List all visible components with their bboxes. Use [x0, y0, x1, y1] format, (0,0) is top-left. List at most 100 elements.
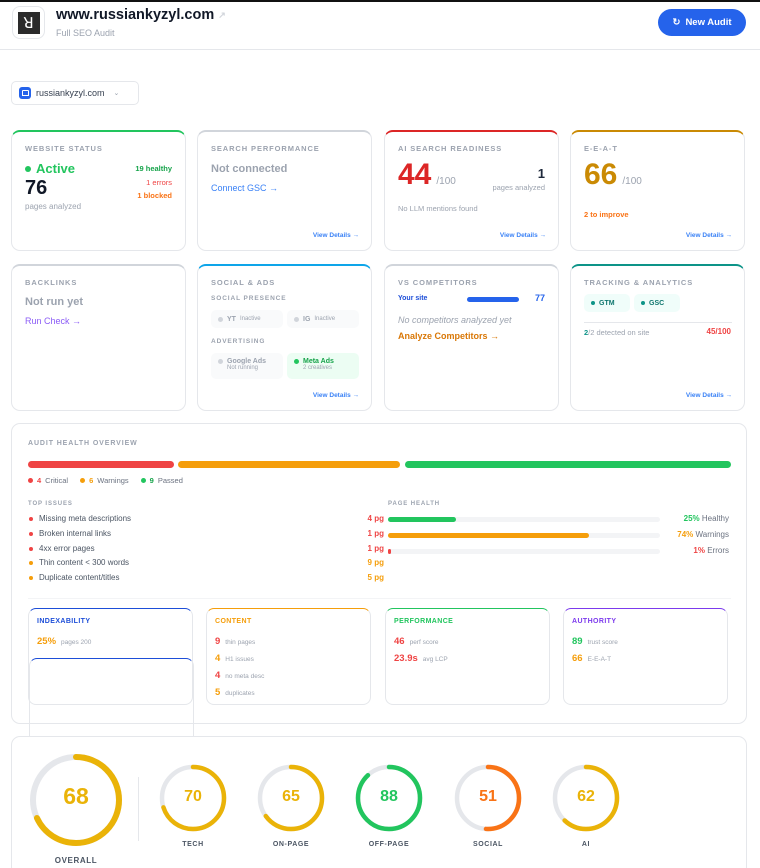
- gtm-tag-pill[interactable]: GTM: [584, 294, 630, 312]
- view-details-link[interactable]: View Details →: [499, 232, 546, 239]
- issue-row[interactable]: Duplicate content/titles 5 pg: [29, 573, 384, 582]
- divider: [28, 598, 731, 599]
- issue-row[interactable]: 4xx error pages 1 pg: [29, 544, 384, 553]
- social-presence-heading: SOCIAL PRESENCE: [211, 295, 287, 302]
- indexability-card[interactable]: INDEXABILITY 25% pages 200: [28, 608, 193, 705]
- stat-row: 89 trust score: [572, 636, 618, 647]
- critical-dot-icon: [28, 478, 33, 483]
- tech-score-gauge[interactable]: 70 TECH: [159, 764, 227, 848]
- site-title: www.russiankyzyl.com: [56, 7, 215, 23]
- overall-score-gauge[interactable]: 68 OVERALL: [28, 752, 124, 865]
- top-issues-title: TOP ISSUES: [28, 501, 73, 507]
- errors-count: 1 errors: [146, 178, 172, 187]
- run-check-link[interactable]: Run Check →: [25, 316, 82, 326]
- detected-dot-icon: [641, 301, 645, 305]
- issue-row[interactable]: Broken internal links 1 pg: [29, 529, 384, 538]
- performance-card[interactable]: PERFORMANCE 46 perf score 23.9s avg LCP: [385, 608, 550, 705]
- subcard-title: INDEXABILITY: [37, 618, 91, 625]
- pages-count: 76: [25, 177, 48, 199]
- panel-title: AUDIT HEALTH OVERVIEW: [28, 440, 138, 447]
- eeat-improve-count: 2 to improve: [584, 210, 629, 219]
- domain-selector[interactable]: russiankyzyl.com ⌄: [11, 81, 139, 105]
- view-details-link[interactable]: View Details →: [312, 232, 359, 239]
- view-details-link[interactable]: View Details →: [685, 392, 732, 399]
- analyze-competitors-link[interactable]: Analyze Competitors →: [398, 331, 500, 341]
- off-page-score-value: 88: [380, 788, 398, 805]
- inactive-dot-icon: [294, 316, 299, 322]
- ai-search-readiness-card: AI SEARCH READINESS 44 /100 1 pages anal…: [384, 130, 559, 251]
- tech-score-value: 70: [184, 788, 202, 805]
- competitors-card: VS COMPETITORS Your site 77 No competito…: [384, 264, 559, 411]
- stat-row: 5 duplicates: [215, 687, 255, 698]
- ai-score-value: 44: [398, 158, 432, 191]
- gsc-tag-pill[interactable]: GSC: [634, 294, 680, 312]
- content-card[interactable]: CONTENT 9 thin pages 4 H1 issues 4 no meta …: [206, 608, 371, 705]
- ai-pages-label: pages analyzed: [492, 183, 545, 192]
- connect-gsc-link[interactable]: Connect GSC →: [211, 183, 279, 193]
- stat-row: 66 E-E-A-T: [572, 653, 612, 664]
- tracking-analytics-card: TRACKING & ANALYTICS GTM GSC 2/2 detecte…: [570, 264, 745, 411]
- logo-glyph-icon: ꓤ: [17, 11, 40, 34]
- social-ring-icon: [454, 764, 522, 832]
- critical-dot-icon: [29, 531, 33, 536]
- new-audit-button[interactable]: ↻ New Audit: [658, 9, 746, 36]
- overall-score-label: OVERALL: [54, 856, 98, 865]
- social-score-gauge[interactable]: 51 SOCIAL: [454, 764, 522, 848]
- website-status-card: WEBSITE STATUS Active 76 pages analyzed …: [11, 130, 186, 251]
- card-title: BACKLINKS: [25, 278, 78, 287]
- meta-ads-pill[interactable]: Meta Ads 2 creatives: [287, 353, 359, 379]
- view-details-link[interactable]: View Details →: [685, 232, 732, 239]
- your-site-score: 77: [534, 293, 545, 303]
- page-health-title: PAGE HEALTH: [388, 501, 441, 507]
- llm-mentions-note: No LLM mentions found: [398, 204, 478, 213]
- google-ads-pill[interactable]: Google Ads Not running: [211, 353, 283, 379]
- card-title: VS COMPETITORS: [398, 278, 478, 287]
- off-page-ring-icon: [355, 764, 423, 832]
- eeat-card: E-E-A-T 66 /100 2 to improve View Detail…: [570, 130, 745, 251]
- competitors-note: No competitors analyzed yet: [398, 315, 512, 325]
- refresh-icon: ↻: [672, 17, 681, 28]
- inactive-dot-icon: [218, 316, 223, 322]
- inactive-dot-icon: [218, 359, 223, 364]
- stat-row: 4 H1 issues: [215, 653, 254, 664]
- page-header: ꓤ www.russiankyzyl.com ↗ Full SEO Audit …: [0, 2, 760, 50]
- ai-ring-icon: [552, 764, 620, 832]
- legend-warnings: 6 Warnings: [80, 476, 129, 485]
- healthy-count: 19 healthy: [135, 164, 172, 173]
- eeat-score: 66 /100: [584, 158, 642, 192]
- subcard-title: PERFORMANCE: [394, 618, 454, 625]
- active-dot-icon: [294, 359, 299, 364]
- authority-card[interactable]: AUTHORITY 89 trust score 66 E-E-A-T: [563, 608, 728, 705]
- tech-score-label: TECH: [182, 841, 204, 848]
- overall-score-value: 68: [63, 783, 89, 809]
- home-icon: [19, 87, 31, 99]
- issue-row[interactable]: Missing meta descriptions 4 pg: [29, 514, 384, 523]
- scores-panel: 68 OVERALL 70 TECH 65 ON-PAGE 88 OFF-PAG…: [11, 736, 747, 868]
- stat-row: 46 perf score: [394, 636, 439, 647]
- social-instagram-pill[interactable]: IG Inactive: [287, 310, 359, 328]
- warning-dot-icon: [29, 575, 33, 580]
- healthy-label: 25% Healthy: [683, 514, 729, 523]
- status-dot-icon: [25, 165, 31, 172]
- ai-score-gauge[interactable]: 62 AI: [552, 764, 620, 848]
- ai-score-label: AI: [581, 841, 591, 848]
- site-title-link[interactable]: www.russiankyzyl.com ↗: [56, 7, 226, 23]
- off-page-score-label: OFF-PAGE: [368, 841, 410, 848]
- external-link-icon[interactable]: ↗: [218, 9, 226, 20]
- social-ads-card: SOCIAL & ADS SOCIAL PRESENCE YT Inactive…: [197, 264, 372, 411]
- stat-row: 25% pages 200: [37, 636, 92, 647]
- status-indicator: Active: [25, 161, 75, 176]
- social-youtube-pill[interactable]: YT Inactive: [211, 310, 283, 328]
- subcard-title: CONTENT: [215, 618, 252, 625]
- issue-row[interactable]: Thin content < 300 words 9 pg: [29, 558, 384, 567]
- card-title: TRACKING & ANALYTICS: [584, 278, 694, 287]
- view-details-link[interactable]: View Details →: [312, 392, 359, 399]
- critical-segment: [28, 461, 174, 468]
- subcard-title: AUTHORITY: [572, 618, 617, 625]
- on-page-score-gauge[interactable]: 65 ON-PAGE: [257, 764, 325, 848]
- off-page-score-gauge[interactable]: 88 OFF-PAGE: [355, 764, 423, 848]
- on-page-score-value: 65: [282, 788, 300, 805]
- domain-selector-value: russiankyzyl.com: [36, 88, 105, 98]
- site-logo: ꓤ: [12, 6, 45, 39]
- detected-dot-icon: [591, 301, 595, 305]
